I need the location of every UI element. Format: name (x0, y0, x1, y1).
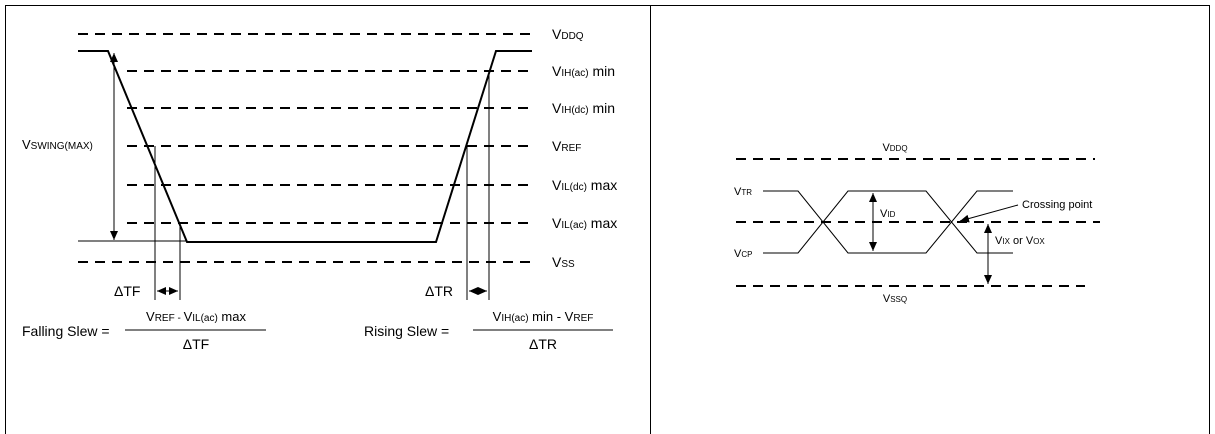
left-panel-slew-diagram: VDDQ VIH(ac) min VIH(dc) min VREF VIL(dc… (22, 26, 617, 352)
vix-vox-label: VIX or VOX (995, 235, 1045, 247)
crossing-point-pointer (959, 204, 1019, 223)
vswing-max-label: VSWING(MAX) (22, 137, 93, 152)
figure-frame (5, 5, 1210, 434)
falling-slew-label: Falling Slew = (22, 323, 110, 339)
vddq-label-right: VDDQ (882, 142, 907, 154)
vss-label: VSS (552, 254, 575, 270)
vtr-label: VTR (734, 186, 752, 198)
vih-dc-min-label: VIH(dc) min (552, 100, 615, 116)
rising-slew-denominator: ΔTR (529, 336, 557, 352)
true-signal-trace (763, 190, 1013, 254)
rising-slew-label: Rising Slew = (364, 323, 449, 339)
vil-ac-max-label: VIL(ac) max (552, 215, 617, 231)
vssq-label-right: VSSQ (883, 293, 907, 305)
rising-slew-numerator: VIH(ac) min - VREF (493, 309, 594, 324)
vil-dc-max-label: VIL(dc) max (552, 177, 617, 193)
vih-ac-min-label: VIH(ac) min (552, 63, 615, 79)
crossing-point-label: Crossing point (1022, 199, 1092, 211)
right-panel-crossing-diagram: VDDQ VSSQ VTR VCP VID Crossing point VIX… (734, 142, 1100, 305)
complement-signal-trace (763, 190, 1013, 254)
falling-slew-numerator: VREF - VIL(ac) max (146, 309, 246, 324)
delta-tf-label: ΔTF (114, 283, 140, 299)
delta-tr-label: ΔTR (425, 283, 453, 299)
vddq-label: VDDQ (552, 26, 584, 42)
vref-label: VREF (552, 138, 581, 154)
falling-slew-denominator: ΔTF (183, 336, 209, 352)
vid-label: VID (880, 208, 896, 220)
vcp-label: VCP (734, 248, 752, 260)
signal-waveform (78, 50, 532, 243)
